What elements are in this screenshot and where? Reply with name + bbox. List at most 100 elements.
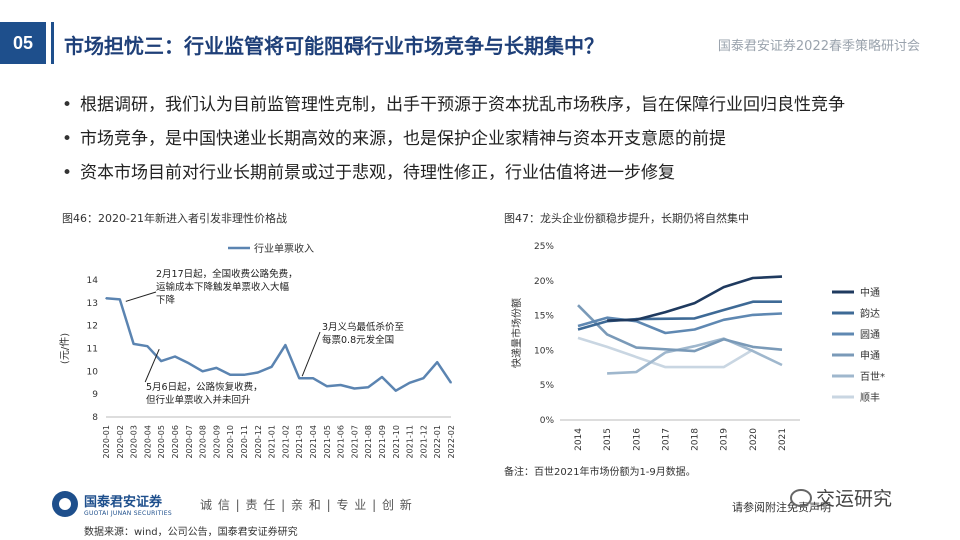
logo-en: GUOTAI JUNAN SECURITIES — [84, 510, 172, 517]
chart2-note: 备注：百世2021年市场份额为1-9月数据。 — [504, 467, 696, 478]
data-point — [174, 355, 176, 358]
annotation-text: 但行业单票收入并未回升 — [146, 394, 251, 406]
series-line-中通 — [607, 275, 783, 322]
x-tick-label: 2020-06 — [171, 425, 180, 458]
x-tick-label: 2016 — [632, 428, 642, 451]
logo-cn: 国泰君安证券 — [84, 495, 163, 510]
y-tick-label: 11 — [87, 345, 98, 355]
data-point — [284, 344, 287, 346]
y-tick-label: 9 — [92, 390, 98, 400]
y-tick-label: 14 — [87, 276, 99, 286]
data-point — [395, 389, 397, 392]
data-point — [270, 365, 273, 368]
legend-label: 顺丰 — [860, 391, 880, 404]
data-point — [243, 373, 245, 376]
data-point — [160, 360, 162, 362]
data-point — [188, 362, 190, 365]
data-point — [381, 376, 383, 378]
chart2-title: 图47：龙头企业份额稳步提升，长期仍将自然集中 — [504, 212, 749, 225]
y-tick-label: 0% — [540, 416, 555, 426]
bullet-text: 根据调研，我们认为目前监管理性克制，出手干预源于资本扰乱市场秩序，旨在保障行业回… — [80, 95, 845, 115]
x-tick-label: 2021-06 — [337, 425, 346, 458]
data-source: 数据来源：wind，公司公告，国泰君安证券研究 — [84, 527, 298, 538]
x-tick-label: 2015 — [603, 428, 613, 451]
slogan: 诚 信 | 责 任 | 亲 和 | 专 业 | 创 新 — [200, 498, 413, 512]
footer-logo: 国泰君安证券 GUOTAI JUNAN SECURITIES — [52, 491, 172, 517]
x-tick-label: 2020-03 — [130, 425, 139, 458]
x-tick-label: 2020-04 — [143, 425, 152, 458]
x-tick-label: 2021-03 — [295, 425, 304, 458]
series-line-申通 — [577, 304, 783, 353]
annotation-arrow — [144, 349, 160, 383]
y-tick-label: 12 — [87, 322, 98, 332]
x-tick-label: 2021-01 — [268, 425, 277, 458]
page-title: 市场担忧三：行业监管将可能阻碍行业市场竞争与长期集中？ — [64, 34, 604, 58]
annotation-text: 2月17日起，全国收费公路免费， — [156, 268, 298, 280]
y-tick-label: 10% — [534, 346, 554, 356]
bullet-text: 市场竞争，是中国快递业长期高效的来源，也是保护企业家精神与资本开支意愿的前提 — [80, 129, 726, 149]
x-tick-label: 2020 — [749, 428, 759, 451]
x-tick-label: 2021 — [778, 428, 788, 451]
legend-label: 申通 — [860, 349, 880, 362]
page-number: 05 — [0, 22, 46, 64]
data-point — [105, 297, 107, 300]
annotation-text: 运输成本下降触发单票收入大幅 — [156, 281, 290, 293]
data-point — [146, 345, 149, 348]
series-line-顺丰 — [577, 336, 754, 369]
data-point — [326, 385, 328, 387]
bullet-dot: • — [62, 163, 73, 183]
x-tick-label: 2021-04 — [309, 425, 318, 458]
chart1-title: 图46：2020-21年新进入者引发非理性价格战 — [62, 212, 287, 225]
x-tick-label: 2019 — [720, 428, 730, 451]
bullet-dot: • — [62, 95, 73, 115]
data-point — [353, 387, 356, 390]
data-point — [201, 370, 204, 373]
data-point — [408, 381, 411, 384]
x-tick-label: 2020-07 — [185, 425, 194, 458]
y-tick-label: 20% — [534, 277, 554, 287]
x-tick-label: 2021-10 — [392, 425, 401, 458]
x-tick-label: 2021-09 — [378, 425, 387, 458]
series-line-百世* — [607, 337, 783, 375]
x-tick-label: 2014 — [574, 428, 584, 451]
bullet-dot: • — [62, 129, 73, 149]
y-tick-label: 5% — [540, 381, 555, 391]
x-tick-label: 2021-07 — [350, 425, 359, 458]
annotation-arrow — [301, 331, 321, 377]
watermark: 交运研究 — [790, 484, 892, 511]
market-share-chart: 0% 5% 10% 15% 20% 25% 快递量市场份额 2014 2015 2016 2017 2… — [510, 242, 885, 451]
annotation-text: 3月义乌最低杀价至 — [322, 321, 404, 333]
annotation-text: 每票0.8元发全国 — [322, 334, 394, 346]
data-point — [257, 371, 259, 374]
x-tick-label: 2020-02 — [116, 425, 125, 458]
series-line-行业单票收入 — [105, 297, 453, 392]
series-line-圆通 — [577, 312, 783, 335]
x-tick-label: 2021-05 — [323, 425, 332, 458]
annotation-text: 5月6日起，公路恢复收费， — [146, 381, 263, 393]
y-tick-label: 13 — [87, 299, 98, 309]
watermark-text: 交运研究 — [816, 488, 893, 510]
data-point — [436, 361, 439, 363]
x-tick-label: 2022-02 — [447, 425, 456, 458]
x-tick-label: 2017 — [661, 428, 671, 451]
header-divider — [51, 22, 54, 64]
x-tick-label: 2021-11 — [406, 425, 415, 458]
x-tick-label: 2020-12 — [254, 425, 263, 458]
x-tick-label: 2020-01 — [102, 425, 111, 458]
company-logo-icon — [52, 491, 78, 517]
legend-label: 中通 — [860, 286, 880, 299]
x-tick-label: 2020-09 — [212, 425, 221, 458]
legend-label: 百世* — [860, 371, 885, 383]
x-tick-label: 2021-08 — [364, 425, 373, 458]
data-point — [298, 377, 300, 379]
x-tick-label: 2020-11 — [240, 425, 249, 458]
data-point — [119, 298, 121, 301]
y-tick-label: 10 — [87, 367, 99, 377]
y-axis-label: 快递量市场份额 — [510, 298, 523, 368]
bullet-list: • 根据调研，我们认为目前监管理性克制，出手干预源于资本扰乱市场秩序，旨在保障行业… — [62, 88, 845, 190]
data-point — [132, 343, 135, 345]
bullet-item: • 资本市场目前对行业长期前景或过于悲观，待理性修正，行业估值将进一步修复 — [62, 156, 845, 190]
annotation-text: 下降 — [156, 294, 176, 306]
legend-label: 行业单票收入 — [254, 242, 314, 255]
